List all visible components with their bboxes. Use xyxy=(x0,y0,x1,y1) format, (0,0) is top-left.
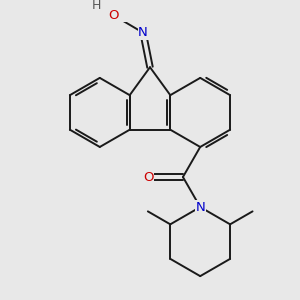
Text: O: O xyxy=(143,170,154,184)
Text: N: N xyxy=(138,26,148,39)
Text: O: O xyxy=(109,9,119,22)
Text: H: H xyxy=(92,0,101,12)
Text: N: N xyxy=(195,201,205,214)
